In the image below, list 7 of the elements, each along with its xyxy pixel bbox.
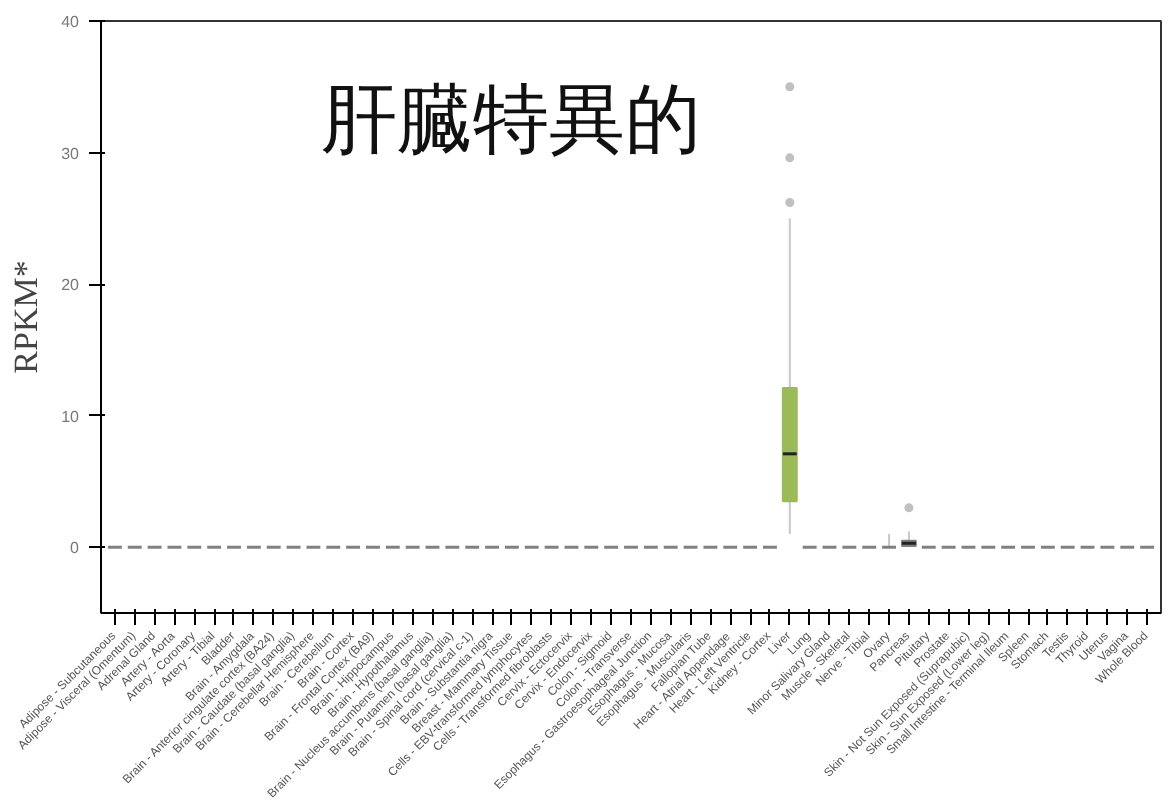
y-tick-label: 0 <box>70 539 81 558</box>
y-tick-label: 20 <box>61 276 81 295</box>
y-tick-label: 10 <box>61 407 81 426</box>
y-axis-title: RPKM* <box>7 260 46 374</box>
y-tick-label: 40 <box>61 13 81 31</box>
annotation: 肝臓特異的 <box>321 75 701 163</box>
y-tick-label: 30 <box>61 144 81 163</box>
